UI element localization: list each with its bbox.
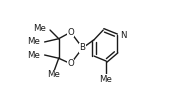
Text: Me: Me [47, 70, 60, 79]
Text: Me: Me [27, 50, 40, 60]
Text: Me: Me [100, 75, 112, 84]
Text: Me: Me [27, 38, 40, 46]
Text: Me: Me [33, 24, 46, 33]
Text: O: O [67, 59, 74, 68]
Text: B: B [80, 43, 86, 52]
Text: O: O [67, 28, 74, 37]
Text: N: N [120, 31, 127, 40]
